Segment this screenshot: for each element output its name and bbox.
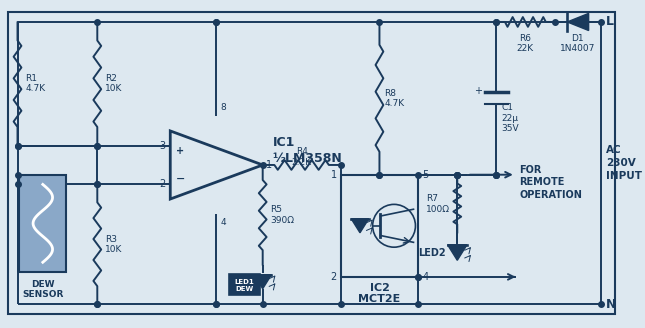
Text: D1
1N4007: D1 1N4007 — [561, 34, 595, 53]
Text: R4
2.2K: R4 2.2K — [292, 148, 312, 167]
Bar — [341, 175, 419, 277]
Text: 1: 1 — [330, 170, 337, 180]
Text: 5: 5 — [422, 170, 428, 180]
Text: IC2
MCT2E: IC2 MCT2E — [359, 283, 401, 304]
Text: FOR
REMOTE
OPERATION: FOR REMOTE OPERATION — [520, 165, 582, 200]
Text: 2: 2 — [159, 179, 165, 190]
Text: R3
10K: R3 10K — [105, 235, 123, 254]
Text: R2
10K: R2 10K — [105, 74, 123, 93]
Text: DEW
SENSOR: DEW SENSOR — [22, 280, 63, 299]
Text: +: + — [176, 146, 184, 156]
Text: LED1
DEW: LED1 DEW — [234, 279, 254, 292]
Text: 3: 3 — [159, 140, 165, 151]
Polygon shape — [567, 13, 589, 31]
Text: 2: 2 — [330, 272, 337, 282]
Text: R6
22K: R6 22K — [517, 34, 534, 53]
Text: AC
230V
INPUT: AC 230V INPUT — [606, 145, 642, 181]
Text: −: − — [176, 174, 186, 184]
Text: L: L — [606, 15, 614, 29]
Text: LED2: LED2 — [419, 248, 446, 257]
Text: 4: 4 — [422, 272, 428, 282]
Text: R1
4.7K: R1 4.7K — [25, 74, 45, 93]
Text: 8: 8 — [221, 103, 226, 113]
Text: +: + — [473, 86, 482, 95]
Text: R8
4.7K: R8 4.7K — [384, 89, 404, 108]
Text: N: N — [606, 297, 617, 311]
Text: 1: 1 — [266, 160, 272, 170]
Polygon shape — [448, 245, 467, 260]
Text: IC1
½LM358N: IC1 ½LM358N — [272, 136, 342, 165]
Text: R5
390Ω: R5 390Ω — [270, 205, 295, 225]
Polygon shape — [254, 275, 272, 289]
Text: C1
22µ
35V: C1 22µ 35V — [501, 103, 519, 133]
Text: R7
100Ω: R7 100Ω — [426, 194, 450, 214]
Bar — [19, 175, 66, 272]
Text: 4: 4 — [221, 217, 226, 227]
Polygon shape — [352, 219, 369, 233]
Bar — [228, 274, 260, 295]
